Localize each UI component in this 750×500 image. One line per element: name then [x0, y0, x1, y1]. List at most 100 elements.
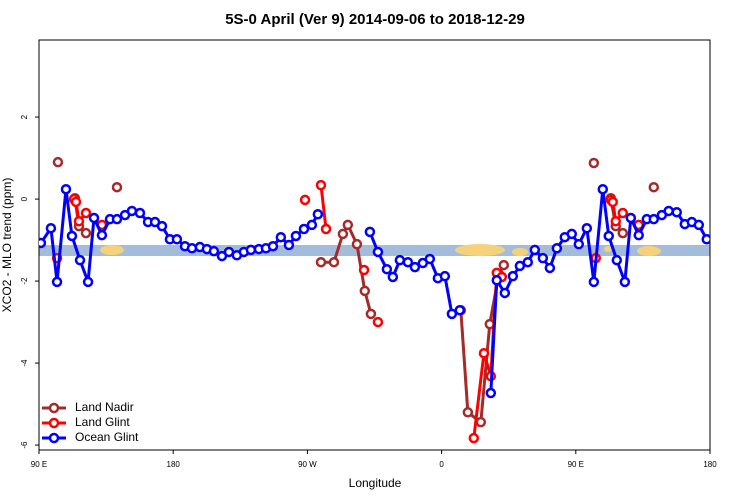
data-point	[80, 207, 92, 219]
data-point	[312, 209, 324, 220]
data-point	[611, 254, 623, 266]
data-point	[663, 205, 674, 217]
y-tick-label: 2	[20, 114, 29, 119]
data-point	[566, 228, 578, 240]
data-point	[134, 207, 146, 219]
data-point	[693, 219, 705, 231]
data-point	[633, 229, 644, 241]
data-point	[73, 215, 85, 227]
data-point	[603, 230, 615, 242]
plot-area	[39, 156, 710, 444]
land-patch	[637, 246, 661, 256]
land-patch	[455, 244, 505, 256]
x-tick-label: 90 E	[568, 460, 584, 469]
data-point	[701, 234, 710, 245]
data-point	[648, 181, 660, 193]
x-tick-label: 180	[703, 460, 717, 469]
data-point	[320, 223, 332, 235]
data-point	[381, 263, 393, 275]
data-point	[342, 219, 354, 231]
data-point	[485, 387, 497, 399]
data-point	[619, 276, 631, 288]
series-line	[39, 189, 709, 394]
data-point	[372, 246, 384, 258]
data-point	[475, 416, 487, 428]
data-point	[402, 256, 414, 268]
data-point	[298, 223, 310, 235]
y-tick-label: -4	[20, 359, 29, 367]
data-point	[365, 308, 377, 320]
data-point	[671, 206, 682, 218]
data-point	[315, 256, 327, 268]
x-tick-label: 180	[167, 460, 181, 469]
data-point	[359, 285, 371, 297]
data-point	[499, 287, 511, 299]
data-point	[88, 212, 100, 224]
data-point	[51, 276, 63, 288]
data-point	[66, 230, 78, 242]
legend-marker	[48, 402, 60, 414]
data-point	[498, 259, 510, 271]
data-point	[328, 256, 340, 268]
data-point	[283, 239, 295, 251]
data-point	[514, 260, 526, 272]
data-point	[337, 228, 349, 240]
y-axis-label: XCO2 - MLO trend (ppm)	[0, 178, 14, 313]
chart-title: 5S-0 April (Ver 9) 2014-09-06 to 2018-12…	[225, 11, 525, 28]
y-tick-label: -6	[20, 441, 29, 449]
legend-label: Ocean Glint	[75, 430, 139, 444]
data-point	[446, 308, 458, 320]
data-point	[573, 238, 585, 250]
x-axis-label: Longitude	[349, 476, 402, 490]
data-point	[171, 234, 183, 245]
data-point	[60, 183, 72, 195]
land-patch	[604, 246, 612, 252]
data-point	[126, 205, 138, 217]
data-point	[290, 230, 302, 242]
data-point	[617, 207, 629, 219]
data-point	[597, 183, 609, 195]
legend-label: Land Nadir	[75, 400, 134, 414]
data-point	[439, 270, 451, 282]
x-tick-label: 90 E	[31, 460, 47, 469]
data-point	[478, 347, 490, 359]
land-patch	[100, 245, 124, 255]
data-point	[80, 227, 92, 239]
data-point	[507, 270, 519, 282]
data-point	[625, 212, 637, 224]
data-point	[299, 194, 311, 206]
data-point	[454, 304, 466, 316]
data-point	[52, 156, 64, 168]
land-patch	[512, 248, 528, 256]
y-tick-label: -2	[20, 277, 29, 285]
data-point	[372, 316, 384, 328]
data-point	[648, 213, 660, 225]
data-point	[468, 432, 480, 444]
data-point	[96, 229, 108, 241]
x-tick-label: 0	[439, 460, 444, 469]
data-point	[245, 244, 257, 256]
data-point	[409, 261, 421, 273]
data-point	[364, 226, 376, 238]
data-point	[111, 181, 123, 193]
y-tick-label: 0	[20, 196, 29, 201]
data-point	[607, 196, 619, 208]
data-point	[306, 219, 318, 231]
x-tick-label: 90 W	[298, 460, 317, 469]
data-point	[617, 227, 629, 239]
legend-marker	[48, 432, 60, 444]
data-point	[462, 407, 474, 418]
data-point	[424, 253, 436, 265]
data-point	[111, 213, 123, 225]
data-point	[522, 256, 534, 268]
data-point	[351, 238, 363, 250]
data-point	[610, 215, 622, 227]
data-point	[551, 243, 563, 254]
data-point	[581, 222, 593, 234]
data-point	[74, 254, 86, 266]
data-point	[537, 252, 549, 264]
data-point	[267, 240, 279, 252]
